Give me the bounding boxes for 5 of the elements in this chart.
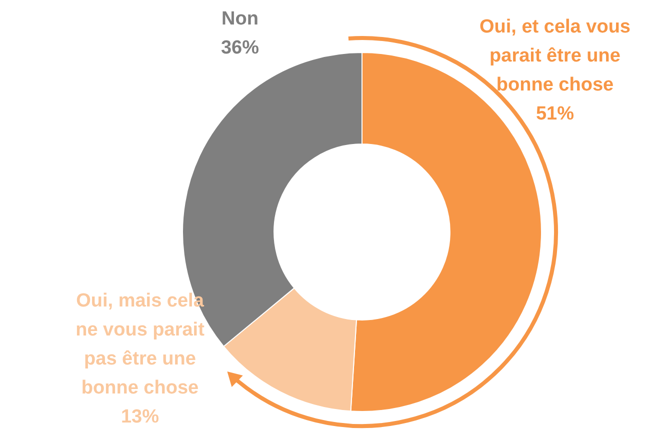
slice-label: Oui, et cela vous parait être une bonne chose	[480, 16, 630, 96]
data-label: 51%	[536, 104, 574, 125]
data-label: 36%	[220, 38, 260, 59]
slice-label: Non	[222, 8, 258, 30]
data-label: 13%	[120, 406, 160, 428]
